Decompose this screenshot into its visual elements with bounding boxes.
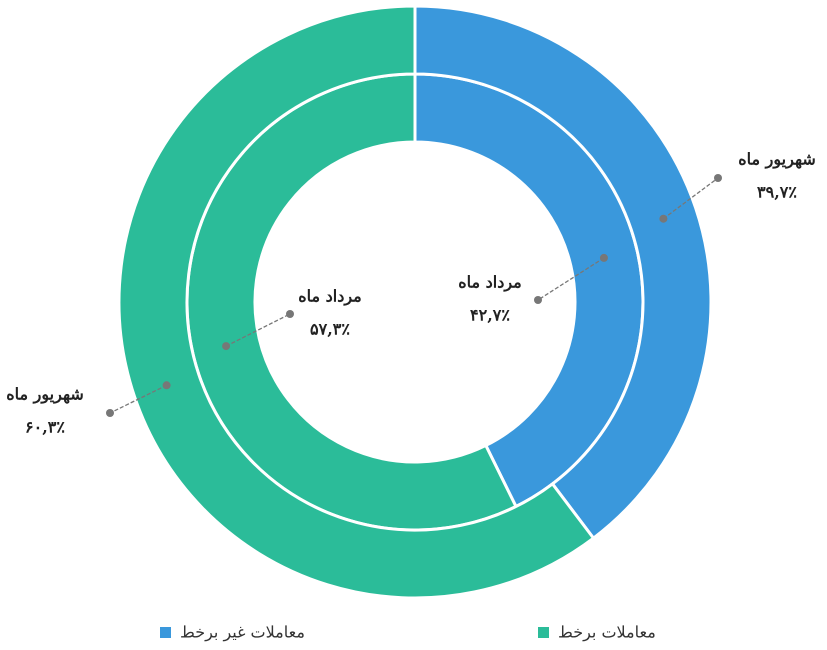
leader-dot bbox=[599, 253, 608, 262]
legend-label: معاملات غیر برخط bbox=[180, 623, 305, 642]
leader-line bbox=[663, 177, 719, 220]
leader-dot bbox=[222, 342, 231, 351]
legend-swatch bbox=[538, 627, 549, 638]
data-label-value: ۴۲,۷٪ bbox=[470, 306, 510, 325]
leader-dot bbox=[659, 214, 668, 223]
donut-segment bbox=[117, 4, 596, 600]
leader-line bbox=[537, 257, 605, 301]
leader-line bbox=[109, 384, 167, 414]
data-label-name: مرداد ماه bbox=[298, 287, 362, 307]
leader-dot bbox=[162, 381, 171, 390]
legend-label: معاملات برخط bbox=[558, 623, 656, 642]
data-label-name: شهریور ماه bbox=[738, 150, 815, 170]
data-label-value: ۵۷,۳٪ bbox=[310, 320, 350, 339]
data-label-value: ۳۹,۷٪ bbox=[757, 183, 797, 202]
legend-swatch bbox=[160, 627, 171, 638]
leader-dot bbox=[714, 174, 722, 182]
leader-dot bbox=[286, 310, 294, 318]
leader-dot bbox=[106, 409, 114, 417]
data-label-name: شهریور ماه bbox=[6, 385, 83, 405]
data-label-name: مرداد ماه bbox=[458, 273, 522, 293]
leader-dot bbox=[534, 296, 542, 304]
donut-segment bbox=[413, 4, 713, 541]
data-label-value: ۶۰,۳٪ bbox=[25, 418, 65, 437]
